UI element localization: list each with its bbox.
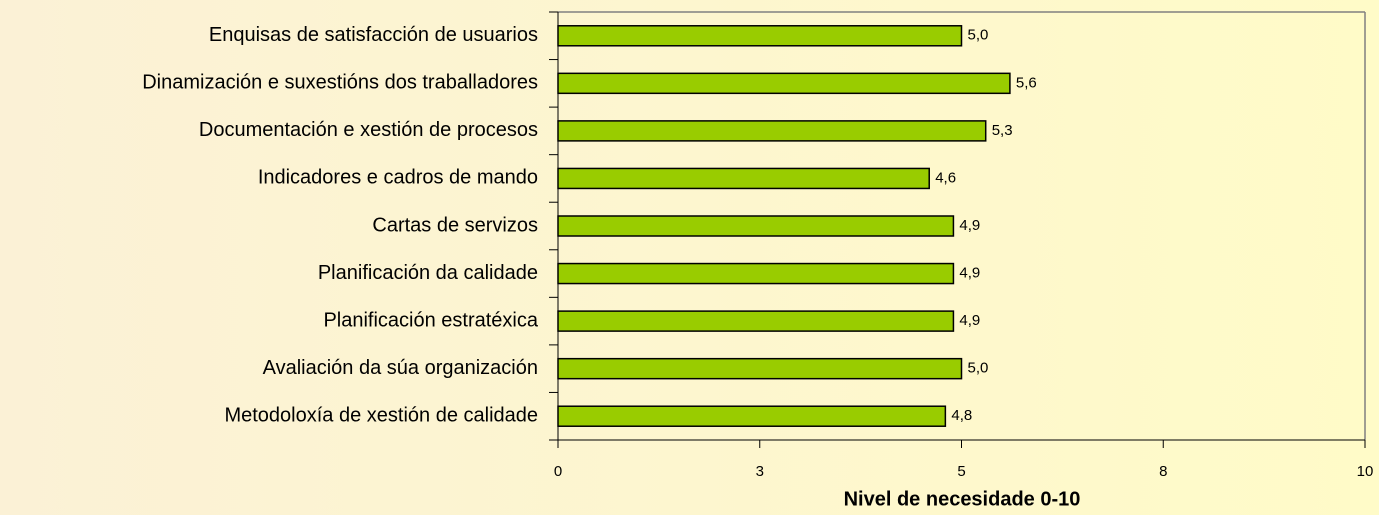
y-tick-label: Documentación e xestión de procesos: [199, 119, 538, 141]
bar: [557, 357, 963, 380]
x-tick-label: 0: [554, 463, 562, 480]
value-label: 5,6: [1016, 74, 1037, 91]
bar: [557, 310, 955, 332]
y-tick-label: Enquisas de satisfacción de usuarios: [209, 24, 538, 46]
x-axis-title: Nivel de necesidade 0-10: [844, 488, 1081, 510]
bar: [557, 262, 955, 285]
bar: [557, 215, 955, 237]
y-tick-label: Planificación estratéxica: [323, 309, 538, 331]
y-tick-label: Dinamización e suxestións dos traballado…: [142, 72, 538, 94]
value-label: 4,9: [959, 312, 980, 329]
x-tick-label: 10: [1357, 463, 1374, 480]
value-label: 5,0: [968, 360, 989, 377]
value-label: 5,0: [968, 27, 989, 44]
bar: [557, 405, 947, 427]
value-label: 4,8: [951, 407, 972, 424]
y-tick-label: Cartas de servizos: [372, 214, 538, 236]
x-tick-label: 5: [957, 463, 965, 480]
value-label: 4,6: [935, 169, 956, 186]
y-tick-label: Planificación da calidade: [318, 262, 538, 284]
x-tick-label: 8: [1159, 463, 1167, 480]
y-tick-label: Avaliación da súa organización: [263, 357, 538, 379]
value-label: 4,9: [959, 265, 980, 282]
x-tick-label: 3: [756, 463, 764, 480]
bar: [557, 72, 1011, 95]
bar: [557, 167, 930, 190]
value-label: 5,3: [992, 122, 1013, 139]
bar: [557, 25, 963, 47]
value-label: 4,9: [959, 217, 980, 234]
y-tick-label: Metodoloxía de xestión de calidade: [224, 405, 538, 427]
y-tick-label: Indicadores e cadros de mando: [258, 167, 538, 189]
bar: [557, 120, 987, 142]
